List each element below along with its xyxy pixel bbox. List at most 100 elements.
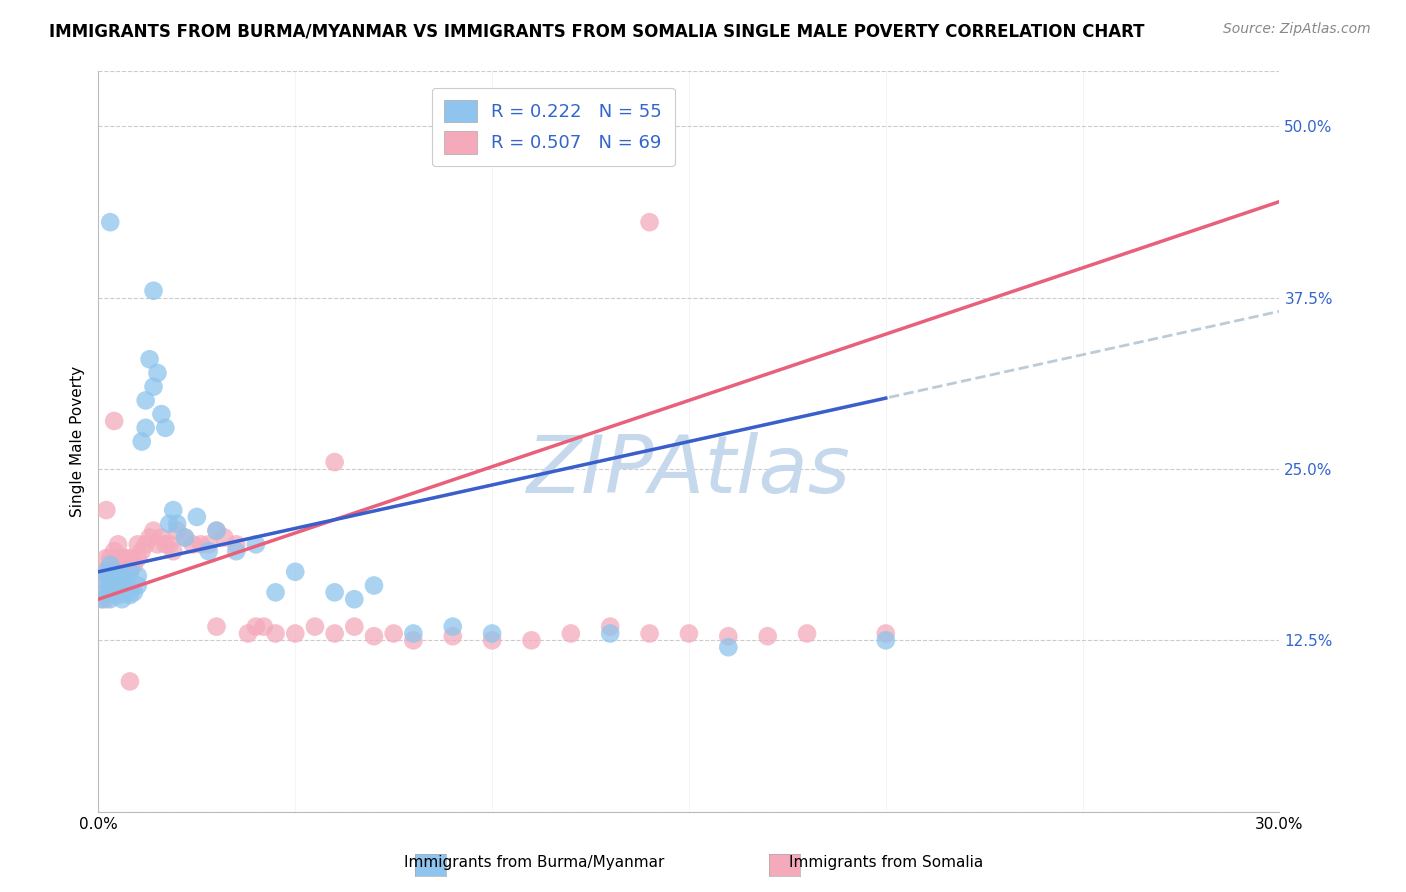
Point [678,626,700,640]
Point [111,569,134,583]
Point [756,629,779,643]
Point [304,619,326,633]
Point [107,537,129,551]
Point [190,537,212,551]
Point [284,565,307,579]
Point [186,510,208,524]
Point [98,558,121,572]
Point [91,592,114,607]
Point [236,626,259,640]
Point [382,626,405,640]
Point [138,531,160,545]
Point [135,421,157,435]
Point [441,629,464,643]
Point [166,516,188,531]
Point [127,537,149,551]
Point [402,626,425,640]
Point [481,633,503,648]
Point [343,619,366,633]
Point [363,629,385,643]
Point [157,516,180,531]
Point [96,578,118,592]
Point [174,531,197,545]
Point [875,626,897,640]
Point [155,537,177,551]
Point [135,537,157,551]
Point [142,524,165,538]
Point [150,531,173,545]
Point [245,537,267,551]
Point [520,633,543,648]
Point [103,585,125,599]
Point [174,531,197,545]
Point [98,551,121,566]
Point [96,585,118,599]
Point [98,592,121,607]
Point [225,537,247,551]
Point [107,565,129,579]
Point [111,578,134,592]
Point [118,551,141,566]
Text: Immigrants from Burma/Myanmar: Immigrants from Burma/Myanmar [404,855,665,870]
Point [115,572,138,586]
Point [599,619,621,633]
Point [131,544,153,558]
Point [96,503,118,517]
Point [118,582,141,597]
Point [91,565,114,579]
Point [253,619,276,633]
Point [107,582,129,597]
Point [111,592,134,607]
Point [122,585,145,599]
Point [284,626,307,640]
Point [96,592,118,607]
Point [98,215,121,229]
Point [111,578,134,592]
Point [162,544,184,558]
Point [103,572,125,586]
Point [146,366,169,380]
Point [96,565,118,579]
Point [146,537,169,551]
Point [98,578,121,592]
Point [205,524,228,538]
Point [131,434,153,449]
Point [197,544,219,558]
Point [560,626,582,640]
Point [122,558,145,572]
Point [205,524,228,538]
Point [142,380,165,394]
Point [118,674,141,689]
Point [107,572,129,586]
Point [107,551,129,566]
Point [135,393,157,408]
Point [323,585,346,599]
Point [155,421,177,435]
Y-axis label: Single Male Poverty: Single Male Poverty [69,366,84,517]
Text: Source: ZipAtlas.com: Source: ZipAtlas.com [1223,22,1371,37]
Point [225,544,247,558]
Point [115,551,138,566]
Text: ZIPAtlas: ZIPAtlas [527,432,851,510]
Text: Immigrants from Somalia: Immigrants from Somalia [789,855,983,870]
Point [111,551,134,566]
Point [150,407,173,421]
Point [264,585,287,599]
Point [103,414,125,428]
Point [115,558,138,572]
Point [98,578,121,592]
Point [214,531,236,545]
Point [127,569,149,583]
Point [127,578,149,592]
Point [323,455,346,469]
Point [875,633,897,648]
Point [717,629,740,643]
Point [162,503,184,517]
Point [441,619,464,633]
Point [107,588,129,602]
Point [245,619,267,633]
Point [157,537,180,551]
Point [181,537,204,551]
Point [127,551,149,566]
Point [638,626,661,640]
